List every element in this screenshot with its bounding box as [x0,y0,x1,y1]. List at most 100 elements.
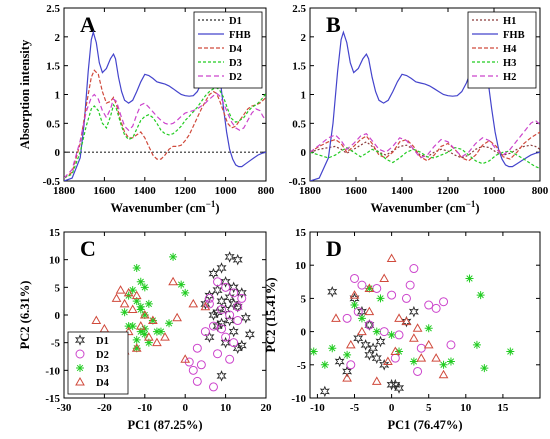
point-d3 [120,308,129,317]
point-d4 [379,273,390,282]
point-d2 [357,280,367,290]
point-d3 [128,286,137,295]
y-tick-label: -15 [45,393,60,405]
panel-letter: D [326,236,342,261]
point-d2 [221,282,231,292]
point-d3 [424,324,433,333]
point-d4 [371,376,382,385]
point-d1 [212,284,223,296]
point-d2 [409,264,419,274]
point-d2 [405,280,415,290]
legend-marker [75,349,85,359]
point-d1 [319,385,330,398]
point-d1 [208,267,219,280]
legend: D1 FHB D4 D3 D2 [193,11,263,89]
point-d1 [244,328,255,341]
x-tick-label: 20 [261,402,273,414]
x-tick-label: -30 [57,402,72,414]
point-d1 [204,331,215,343]
point-d3 [132,335,141,344]
point-d3 [387,330,396,339]
point-d3 [140,283,149,292]
point-d2 [424,300,434,310]
x-tick-label: 1200 [174,185,197,197]
point-d2 [379,327,389,337]
point-d2 [446,340,456,350]
point-d1 [327,285,338,298]
y-tick-label: 0.5 [292,118,306,130]
series-line-h4 [310,131,540,162]
x-tick-label: 1800 [53,185,76,197]
point-d2 [213,277,223,287]
point-d4 [160,332,170,341]
point-d4 [172,312,182,322]
point-d2 [217,304,227,314]
point-d4 [119,298,130,308]
point-d1 [208,309,219,321]
point-d3 [472,340,481,349]
point-d4 [416,353,427,362]
point-d2 [387,290,397,300]
x-tick-label: -10 [137,402,152,414]
x-tick-label: 0 [182,402,188,414]
x-axis-label: Wavenumber (cm−1) [110,199,219,215]
x-tick-label: -5 [350,402,360,414]
legend-label: D2 [96,350,109,361]
point-d2 [196,360,206,370]
point-d1 [216,370,227,382]
point-d1 [228,281,239,294]
series-line-d3 [64,86,266,179]
y-tick-label: 1 [55,90,61,102]
point-d4 [152,337,162,347]
point-d1 [240,311,251,324]
series-line-fhb [64,29,266,181]
legend-marker [74,334,86,346]
point-d3 [169,252,178,261]
legend-box [193,11,263,89]
y-tick-label: 0 [301,147,307,159]
point-d3 [140,330,149,339]
point-d4 [180,354,191,363]
point-d1 [220,276,231,288]
x-axis-label: Wavenumber (cm−1) [370,199,479,215]
point-d3 [328,344,337,353]
point-d3 [320,360,329,369]
point-d3 [350,301,359,310]
x-axis-label-superscript: −1 [206,199,216,209]
point-d4 [349,290,360,299]
legend-label: FHB [229,30,251,41]
legend-label: D4 [96,378,110,389]
y-tick-label: 5 [55,282,61,294]
y-tick-label: 15 [295,227,307,239]
point-d3 [181,288,190,297]
point-d2 [439,297,449,307]
legend: D1 D2 D3 D4 [67,331,129,395]
y-tick-label: 2 [55,32,61,44]
plot-area [310,253,515,398]
legend-label: D1 [229,16,242,27]
point-d2 [431,303,441,313]
point-d3 [152,327,161,336]
point-d2 [188,365,198,375]
x-tick-label: 1600 [93,185,116,197]
x-axis-label: PC1 (87.25%) [128,418,203,432]
point-d3 [446,357,455,366]
point-d2 [204,299,214,309]
point-d4 [139,309,150,319]
y-tick-label: 1 [301,90,307,102]
point-d4 [188,298,199,308]
point-d1 [364,349,375,361]
series-line-h3 [310,146,540,169]
series-line-h1 [310,141,540,159]
panel-c: -30 -20 -10 0 10 20 -15 -10 -5 0 5 10 15 PC1 (87.25%)… [18,227,272,432]
point-d4 [127,304,138,313]
x-tick-label: 5 [426,402,432,414]
panel-b: 1800 1600 1400 1200 1000 800 -0.5 0 0.5 1 1.5 2 2.5 W… [289,3,549,215]
series-line-d2 [64,92,266,179]
point-d4 [345,339,356,349]
point-d1 [232,342,243,354]
legend-marker [75,376,85,386]
point-d2 [346,360,356,370]
x-axis-label-main: Wavenumber (cm [370,201,466,215]
y-tick-label: 2.5 [46,3,60,15]
